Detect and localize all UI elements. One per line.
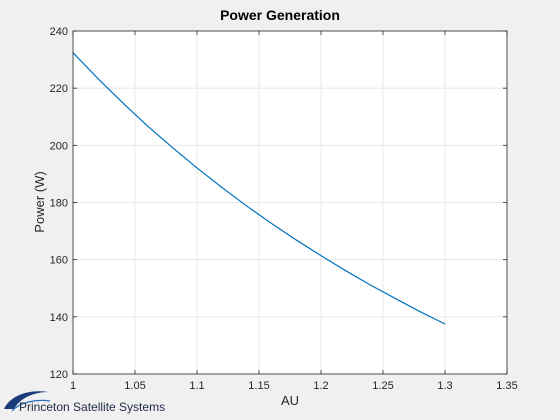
logo-swoosh-icon xyxy=(4,391,48,409)
x-tick-label: 1.25 xyxy=(372,380,393,392)
chart-title: Power Generation xyxy=(220,7,340,23)
logo-text: Princeton Satellite Systems xyxy=(19,400,165,414)
y-tick-label: 240 xyxy=(50,26,68,38)
y-tick-label: 180 xyxy=(50,198,68,210)
y-tick-label: 120 xyxy=(50,369,68,381)
y-tick-label: 200 xyxy=(50,140,68,152)
x-tick-label: 1.15 xyxy=(248,380,269,392)
y-axis-label: Power (W) xyxy=(32,171,47,232)
logo-arc-icon xyxy=(11,399,51,412)
y-axis-ticks: 120 140 160 180 200 220 240 xyxy=(50,26,507,381)
x-tick-label: 1.35 xyxy=(496,380,517,392)
y-tick-label: 160 xyxy=(50,255,68,267)
x-tick-label: 1.3 xyxy=(437,380,452,392)
x-axis-label: AU xyxy=(281,393,299,408)
y-tick-label: 220 xyxy=(50,83,68,95)
x-tick-label: 1.05 xyxy=(124,380,145,392)
series-line xyxy=(72,52,446,325)
x-axis-ticks: 1 1.05 1.1 1.15 1.2 1.25 1.3 1.35 xyxy=(70,31,518,392)
x-tick-label: 1.2 xyxy=(313,380,328,392)
x-tick-label: 1 xyxy=(70,380,76,392)
x-tick-label: 1.1 xyxy=(189,380,204,392)
y-tick-label: 140 xyxy=(50,312,68,324)
series-layer xyxy=(72,52,446,325)
company-logo: Princeton Satellite Systems xyxy=(4,391,165,414)
